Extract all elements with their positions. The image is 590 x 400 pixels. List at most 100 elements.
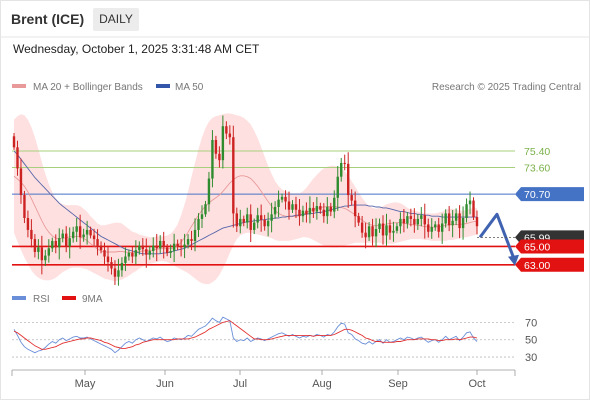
candle: [416, 213, 420, 230]
candle: [437, 217, 440, 238]
copyright: Research © 2025 Trading Central: [432, 82, 581, 93]
candle: [16, 140, 19, 176]
candle: [465, 198, 468, 223]
candle-body: [458, 213, 461, 229]
candle-body: [183, 244, 186, 248]
candle-body: [350, 195, 353, 201]
candle: [26, 210, 30, 238]
rsi-line-9MA: [13, 320, 478, 350]
candle: [263, 214, 266, 231]
candle: [165, 244, 169, 257]
candle: [326, 197, 329, 224]
candle-body: [465, 204, 468, 218]
candle: [92, 228, 96, 248]
candle-body: [134, 250, 138, 257]
candle: [315, 196, 319, 220]
rsi-legend-label: RSI: [33, 294, 50, 305]
x-tick-label-May: May: [75, 378, 96, 390]
candle-body: [68, 238, 71, 247]
candle-body: [106, 256, 110, 263]
candle-body: [256, 215, 259, 223]
candle: [85, 220, 89, 245]
candle: [305, 202, 308, 223]
candle: [475, 210, 479, 235]
candle-body: [427, 224, 430, 232]
candle: [312, 202, 315, 218]
candle-body: [409, 216, 413, 219]
candle: [221, 115, 225, 169]
ma20-legend-label: MA 20 + Bollinger Bands: [33, 82, 143, 93]
candle-body: [259, 215, 263, 220]
bollinger-bands: [14, 113, 477, 285]
candle: [148, 246, 151, 260]
candle-body: [51, 240, 54, 249]
candle: [103, 242, 106, 265]
candle: [259, 204, 263, 232]
candle-body: [138, 245, 141, 251]
candle-body: [399, 218, 402, 227]
period-badge[interactable]: DAILY: [93, 8, 139, 31]
candle: [186, 234, 190, 249]
rsi-panel: 70 50 30: [12, 316, 537, 364]
candle: [145, 238, 148, 268]
candle: [291, 200, 294, 213]
candle-body: [89, 229, 92, 236]
candle-body: [96, 239, 99, 246]
level-tag-65.00: 65.00: [515, 239, 584, 254]
candle-body: [423, 215, 426, 225]
candle: [451, 210, 454, 238]
candle-body: [294, 204, 298, 210]
candlesticks: [12, 115, 479, 286]
candle: [23, 190, 26, 224]
candle: [211, 130, 214, 188]
candle-body: [207, 178, 211, 205]
candle: [392, 221, 395, 242]
candle: [89, 226, 92, 239]
candle: [249, 204, 252, 243]
candle-body: [308, 207, 312, 215]
candle-body: [204, 204, 207, 215]
candle: [33, 234, 37, 258]
level-label-73.60: 73.60: [524, 163, 550, 175]
candle: [30, 219, 33, 248]
candle-body: [141, 245, 145, 250]
candle-body: [305, 210, 308, 215]
candle-body: [228, 133, 232, 138]
candle-body: [145, 249, 148, 255]
candle: [75, 217, 78, 242]
candle-body: [353, 200, 357, 217]
x-tick-label-Sep: Sep: [388, 378, 408, 390]
candle: [430, 218, 433, 239]
candle: [434, 221, 437, 231]
candle: [294, 196, 298, 218]
candle: [242, 215, 245, 227]
candle-body: [253, 222, 256, 230]
candle-body: [378, 223, 381, 230]
candle-body: [23, 195, 26, 218]
candle: [447, 205, 451, 232]
candle-body: [120, 262, 124, 271]
candle: [333, 190, 336, 219]
candle-body: [301, 210, 305, 217]
candle: [218, 146, 221, 168]
candle: [61, 229, 64, 243]
candle: [454, 208, 458, 226]
timestamp: Wednesday, October 1, 2025 3:31:48 AM CE…: [13, 42, 260, 56]
candle: [340, 157, 343, 182]
rsi-legend: RSI 9MA: [12, 294, 103, 305]
candle: [172, 233, 176, 263]
candle-body: [322, 209, 326, 217]
candle-body: [357, 216, 360, 223]
candle-body: [406, 216, 409, 224]
candle-body: [218, 153, 221, 161]
candle: [385, 213, 388, 246]
level-tag-bg: [515, 239, 584, 254]
candle-body: [75, 226, 78, 232]
candle-body: [152, 245, 155, 252]
candle-body: [343, 162, 346, 164]
candle-body: [16, 147, 19, 169]
candle: [319, 202, 322, 214]
candle: [179, 239, 183, 257]
candle-body: [82, 234, 85, 238]
candle-body: [444, 213, 447, 224]
